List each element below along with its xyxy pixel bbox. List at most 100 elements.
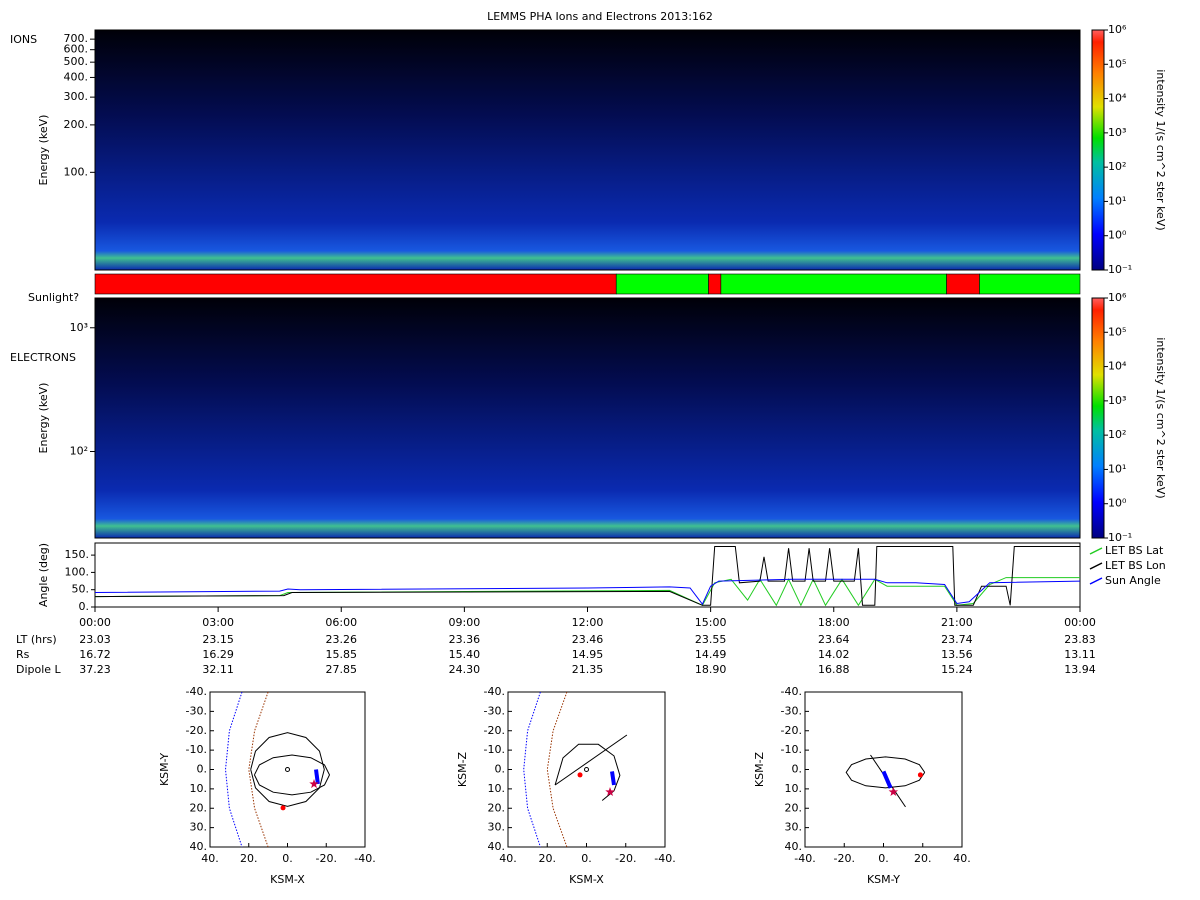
y-tick-label: 0. bbox=[79, 600, 90, 613]
colorbar-tick-label: 10⁴ bbox=[1108, 360, 1127, 373]
x-tick-label: 20. bbox=[914, 852, 932, 865]
x-tick-label: 09:00 bbox=[449, 616, 481, 629]
panel-label: Sunlight? bbox=[28, 291, 79, 304]
panel-label: ELECTRONS bbox=[10, 351, 76, 364]
sunlight-segment bbox=[720, 273, 947, 295]
legend-swatch bbox=[1089, 562, 1103, 570]
ephemeris-value: 18.90 bbox=[695, 663, 727, 676]
y-axis-title: Energy (keV) bbox=[37, 383, 50, 454]
y-tick-label: -40. bbox=[484, 685, 505, 698]
plot-frame bbox=[94, 297, 1081, 539]
y-tick-label: 40. bbox=[785, 840, 803, 853]
colorbar-tick-label: 10⁻¹ bbox=[1108, 263, 1132, 276]
colorbar-tick-label: 10² bbox=[1108, 160, 1126, 173]
colorbar-tick-label: 10³ bbox=[1108, 126, 1126, 139]
y-tick-label: 700. bbox=[64, 32, 89, 45]
colorbar-title: intensity 1/(s cm^2 ster keV) bbox=[1154, 69, 1167, 230]
y-tick-label: 100. bbox=[64, 165, 89, 178]
orbit-clip bbox=[845, 754, 926, 808]
colorbar-tick-label: 10⁵ bbox=[1108, 57, 1126, 70]
ephemeris-value: 14.49 bbox=[695, 648, 727, 661]
y-tick-label: 0. bbox=[197, 763, 208, 776]
y-tick-label: 0. bbox=[495, 763, 506, 776]
planet-marker bbox=[584, 767, 589, 772]
ephemeris-value: 23.15 bbox=[202, 633, 234, 646]
plot-frame bbox=[209, 691, 366, 848]
spectrogram-image bbox=[95, 30, 1080, 270]
periapsis-marker bbox=[917, 772, 923, 778]
ephemeris-value: 16.29 bbox=[202, 648, 234, 661]
x-tick-label: 18:00 bbox=[818, 616, 850, 629]
orbit-line bbox=[314, 769, 320, 785]
y-tick-label: 200. bbox=[64, 118, 89, 131]
colorbar-tick-label: 10⁰ bbox=[1108, 497, 1127, 510]
ephemeris-value: 23.36 bbox=[449, 633, 481, 646]
y-tick-label: -20. bbox=[781, 724, 802, 737]
ephemeris-value: 23.64 bbox=[818, 633, 850, 646]
y-tick-label: -10. bbox=[781, 743, 802, 756]
spacecraft-marker bbox=[888, 787, 899, 796]
x-tick-label: 21:00 bbox=[941, 616, 973, 629]
ephemeris-value: 32.11 bbox=[202, 663, 234, 676]
colorbar-tick-label: 10³ bbox=[1108, 394, 1126, 407]
y-tick-label: 40. bbox=[488, 840, 506, 853]
ephemeris-value: 23.46 bbox=[572, 633, 604, 646]
x-tick-label: 0. bbox=[282, 852, 293, 865]
y-axis-title: KSM-Y bbox=[158, 753, 171, 786]
y-tick-label: 30. bbox=[785, 821, 803, 834]
x-tick-label: -40. bbox=[794, 852, 815, 865]
y-tick-label: -20. bbox=[186, 724, 207, 737]
ephemeris-value: 13.11 bbox=[1064, 648, 1096, 661]
legend-label: LET BS Lon bbox=[1105, 559, 1166, 572]
y-tick-label: 20. bbox=[488, 801, 506, 814]
sunlight-segment bbox=[615, 273, 709, 295]
plot-frame bbox=[94, 542, 1081, 608]
ephemeris-value: 27.85 bbox=[326, 663, 358, 676]
orbit-line bbox=[881, 770, 893, 789]
ephemeris-value: 13.56 bbox=[941, 648, 973, 661]
orbit-line bbox=[546, 691, 568, 848]
legend-swatch bbox=[1089, 577, 1103, 585]
y-tick-label: -10. bbox=[484, 743, 505, 756]
ephemeris-value: 15.24 bbox=[941, 663, 973, 676]
x-tick-label: 03:00 bbox=[202, 616, 234, 629]
planet-marker bbox=[285, 767, 290, 772]
x-tick-label: 06:00 bbox=[325, 616, 357, 629]
y-axis-title: Angle (deg) bbox=[37, 543, 50, 607]
spacecraft-marker bbox=[309, 779, 319, 789]
y-tick-label: 100. bbox=[65, 565, 90, 578]
orbit-clip bbox=[224, 691, 331, 848]
y-tick-label: 20. bbox=[785, 801, 803, 814]
ephemeris-value: 16.88 bbox=[818, 663, 850, 676]
x-tick-label: -20. bbox=[615, 852, 636, 865]
y-tick-label: 0. bbox=[792, 763, 803, 776]
colorbar-tick-label: 10⁶ bbox=[1108, 291, 1127, 304]
y-tick-label: -40. bbox=[781, 685, 802, 698]
y-axis-title: Energy (keV) bbox=[37, 115, 50, 186]
y-tick-label: 150. bbox=[65, 548, 90, 561]
y-tick-label: -30. bbox=[781, 704, 802, 717]
orbit-line bbox=[845, 756, 926, 789]
sunlight-segment bbox=[94, 273, 617, 295]
x-tick-label: 12:00 bbox=[572, 616, 604, 629]
periapsis-marker bbox=[577, 772, 583, 778]
y-tick-label: 300. bbox=[64, 90, 89, 103]
periapsis-marker bbox=[280, 805, 286, 811]
y-axis-title: KSM-Z bbox=[456, 751, 469, 787]
series-line bbox=[94, 546, 1080, 606]
y-tick-label: -20. bbox=[484, 724, 505, 737]
sunlight-segment bbox=[979, 273, 1081, 295]
chart-title: LEMMS PHA Ions and Electrons 2013:162 bbox=[487, 10, 713, 23]
y-tick-label: 600. bbox=[64, 43, 89, 56]
x-axis-title: KSM-X bbox=[569, 873, 604, 886]
orbit-line bbox=[250, 732, 325, 807]
ephemeris-value: 23.26 bbox=[326, 633, 358, 646]
orbit-line bbox=[554, 743, 621, 801]
x-tick-label: -40. bbox=[354, 852, 375, 865]
colorbar-tick-label: 10¹ bbox=[1108, 462, 1126, 475]
legend-label: LET BS Lat bbox=[1105, 544, 1164, 557]
legend-label: Sun Angle bbox=[1105, 574, 1161, 587]
y-tick-label: 20. bbox=[190, 801, 208, 814]
ephemeris-value: 24.30 bbox=[449, 663, 481, 676]
